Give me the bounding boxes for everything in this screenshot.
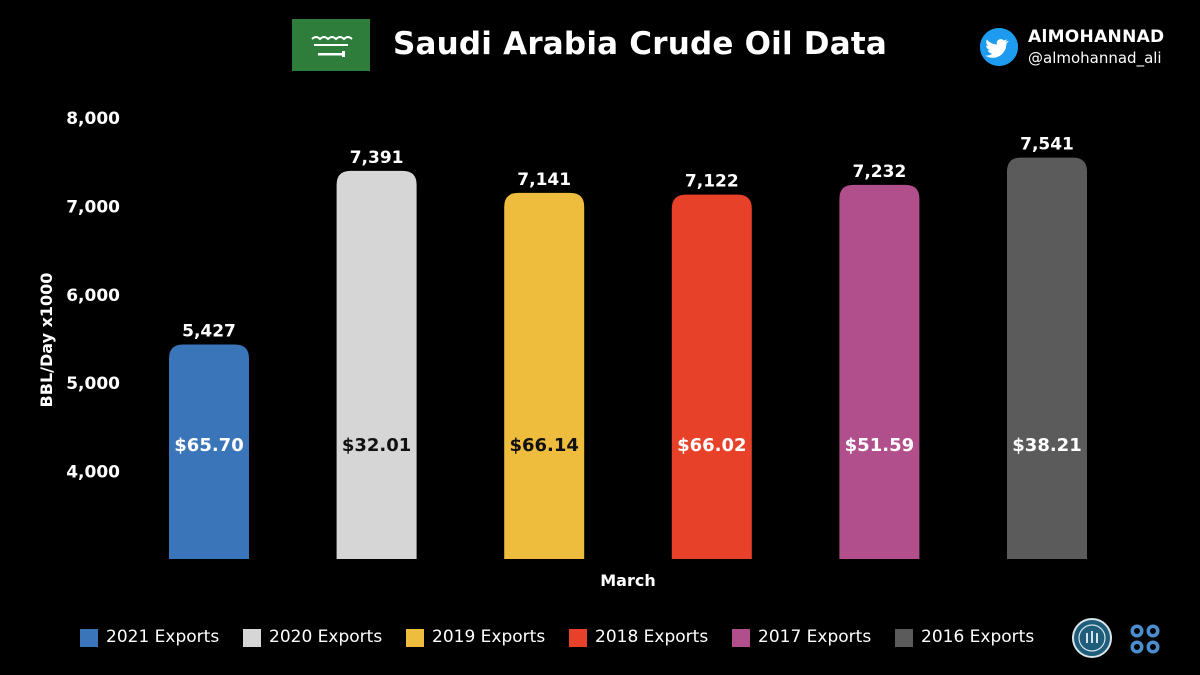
bar-price-label: $51.59 — [845, 435, 914, 456]
page-title: Saudi Arabia Crude Oil Data — [393, 26, 887, 62]
bar-value-label: 5,427 — [182, 321, 236, 341]
y-tick-label: 4,000 — [66, 463, 120, 483]
legend-swatch — [569, 629, 587, 647]
bar-1 — [169, 344, 249, 559]
legend-swatch — [406, 629, 424, 647]
brand-name: AlMOHANNAD — [1028, 27, 1165, 47]
opec-logo-icon — [1128, 622, 1162, 656]
bar-value-label: 7,391 — [350, 148, 404, 168]
bar-price-label: $66.02 — [677, 435, 746, 456]
legend-swatch — [80, 629, 98, 647]
brand-handle[interactable]: @almohannad_ali — [1028, 49, 1162, 67]
legend-swatch — [243, 629, 261, 647]
bar-chart: 4,000 5,000 6,000 7,000 8,000 BBL/Day x1000 Ma… — [37, 109, 1087, 590]
twitter-icon[interactable] — [980, 28, 1018, 66]
legend-swatch — [732, 629, 750, 647]
y-tick-label: 8,000 — [66, 109, 120, 129]
bar-3 — [504, 192, 585, 559]
seal-icon — [1072, 618, 1112, 658]
header: Saudi Arabia Crude Oil Data AlMOHANNAD @… — [0, 0, 1200, 100]
legend-label: 2017 Exports — [758, 627, 872, 647]
bar-value-label: 7,122 — [685, 172, 739, 192]
x-axis-label: March — [600, 571, 655, 590]
bar-4 — [671, 194, 752, 559]
legend-label: 2016 Exports — [921, 627, 1035, 647]
legend-label: 2021 Exports — [106, 627, 220, 647]
bar-price-label: $65.70 — [174, 435, 243, 456]
chart-legend: 2021 Exports 2020 Exports 2019 Exports 2018… — [0, 622, 1200, 656]
y-tick-label: 5,000 — [66, 374, 120, 394]
saudi-flag-icon — [292, 19, 370, 71]
legend-label: 2020 Exports — [269, 627, 383, 647]
bar-price-label: $38.21 — [1012, 435, 1081, 456]
bar-price-label: $66.14 — [509, 435, 578, 456]
bar-2 — [336, 170, 417, 559]
bar-value-label: 7,541 — [1020, 135, 1074, 155]
bar-value-label: 7,232 — [853, 162, 907, 182]
bar-value-label: 7,141 — [517, 170, 571, 190]
legend-swatch — [895, 629, 913, 647]
bar-5 — [839, 184, 920, 559]
legend-label: 2019 Exports — [432, 627, 546, 647]
y-tick-label: 7,000 — [66, 197, 120, 217]
legend-label: 2018 Exports — [595, 627, 709, 647]
y-tick-label: 6,000 — [66, 286, 120, 306]
y-axis-label: BBL/Day x1000 — [37, 273, 56, 408]
bar-6 — [1007, 157, 1087, 559]
bar-price-label: $32.01 — [342, 435, 411, 456]
